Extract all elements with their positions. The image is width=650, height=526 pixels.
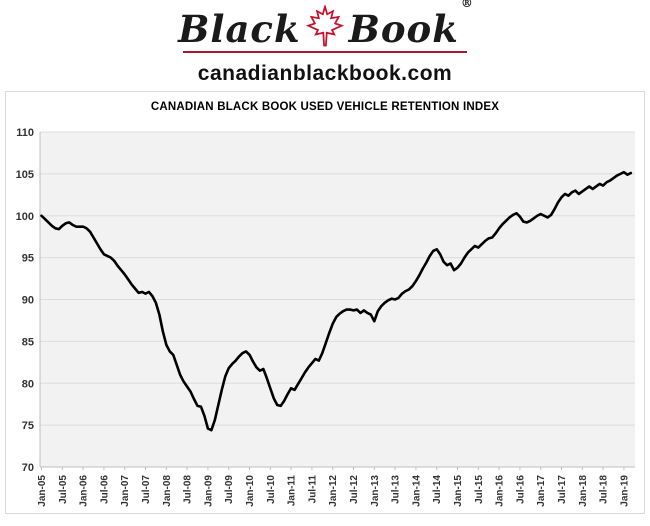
retention-index-series-line	[40, 170, 633, 432]
x-axis-tick-label: Jan-10	[245, 475, 256, 507]
x-axis-tick-label: Jan-15	[453, 475, 464, 507]
x-axis-tick-label: Jul-07	[141, 475, 152, 504]
x-axis-tick-label: Jan-18	[578, 475, 589, 507]
x-axis-tick-label: Jan-17	[536, 475, 547, 507]
x-axis-tick-label: Jul-14	[432, 475, 443, 504]
x-axis-tick-label: Jul-13	[391, 475, 402, 504]
maple-leaf-icon	[305, 5, 344, 47]
website-url-text: canadianblackbook.com	[197, 62, 453, 85]
logo-word-black: Black	[178, 6, 301, 51]
y-axis-tick-label: 90	[22, 295, 34, 307]
x-axis-tick-label: Jan-06	[79, 475, 90, 507]
x-axis-tick-label: Jan-12	[328, 475, 339, 507]
x-axis-tick-label: Jan-14	[411, 475, 422, 507]
x-axis-tick-label: Jan-07	[120, 475, 131, 507]
x-axis-tick-label: Jul-09	[224, 475, 235, 504]
y-axis-tick-label: 75	[22, 420, 34, 432]
y-axis-tick-label: 80	[22, 378, 34, 390]
x-axis-tick-label: Jan-19	[619, 475, 630, 507]
blackbook-logo: Black Book®	[0, 0, 650, 52]
x-axis-tick-label: Jan-11	[287, 475, 298, 507]
x-axis-tick-label: Jul-15	[474, 475, 485, 504]
logo-underline	[183, 51, 467, 53]
x-axis-tick-label: Jul-10	[266, 475, 277, 504]
x-axis-tick-label: Jan-08	[162, 475, 173, 507]
y-axis-tick-label: 110	[16, 127, 34, 139]
x-axis-tick-label: Jul-16	[515, 475, 526, 504]
y-axis-tick-label: 85	[22, 336, 34, 348]
x-axis-tick-label: Jan-13	[370, 475, 381, 507]
x-axis-tick-label: Jul-11	[307, 475, 318, 504]
x-axis-tick-label: Jul-08	[183, 475, 194, 504]
y-axis-tick-label: 95	[22, 253, 34, 265]
x-axis-tick-label: Jul-05	[58, 475, 69, 504]
y-axis-tick-label: 70	[22, 462, 34, 474]
x-axis-tick-label: Jul-17	[557, 475, 568, 504]
x-axis-tick-label: Jul-12	[349, 475, 360, 504]
x-axis-tick-label: Jan-16	[495, 475, 506, 507]
x-axis-tick-label: Jan-09	[203, 475, 214, 507]
x-axis-tick-label: Jul-06	[99, 475, 110, 504]
y-axis-tick-label: 105	[16, 169, 34, 181]
registered-trademark-mark: ®	[460, 0, 474, 10]
y-axis-tick-label: 100	[16, 211, 34, 223]
logo-word-book: Book®	[349, 0, 473, 48]
x-axis-tick-label: Jan-05	[37, 475, 48, 507]
page-header: Black Book® canadianblackbook.com	[0, 0, 650, 86]
chart-title: CANADIAN BLACK BOOK USED VEHICLE RETENTI…	[150, 101, 500, 113]
x-axis-tick-label: Jul-18	[599, 475, 610, 504]
retention-index-chart-card: CANADIAN BLACK BOOK USED VEHICLE RETENTI…	[5, 91, 645, 514]
